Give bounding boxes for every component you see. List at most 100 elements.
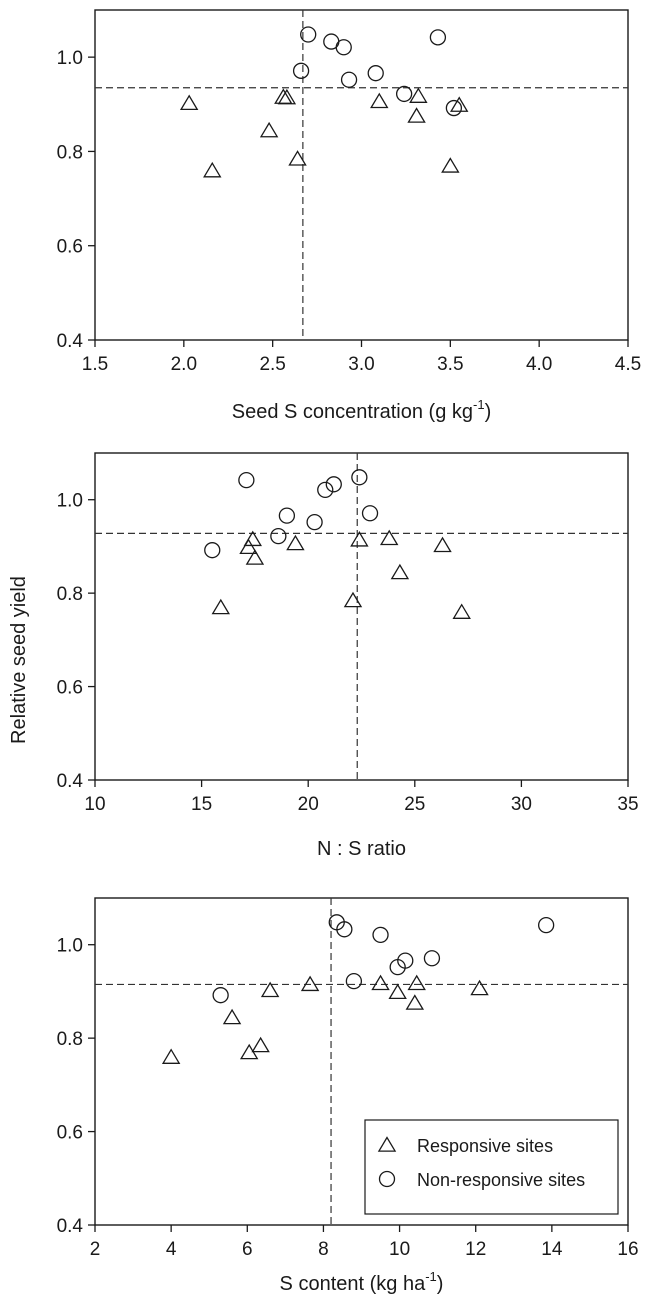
x-axis-label: N : S ratio	[317, 838, 406, 860]
x-tick-label: 10	[389, 1239, 410, 1260]
circle-point	[423, 950, 441, 967]
y-tick-label: 0.6	[57, 678, 83, 699]
x-tick-label: 3.0	[348, 354, 374, 375]
plot-frame	[94, 897, 629, 1226]
y-tick-label: 0.8	[57, 1029, 83, 1050]
circle-point	[278, 507, 296, 524]
circle-point	[395, 85, 413, 103]
triangle-point	[286, 534, 305, 551]
x-tick-label: 10	[84, 794, 105, 815]
circle-point	[340, 71, 358, 88]
triangle-point	[251, 1036, 270, 1053]
triangle-point	[379, 529, 399, 546]
x-tick-label: 2.5	[259, 354, 285, 375]
plot-frame	[94, 9, 629, 341]
x-tick-label: 12	[465, 1239, 486, 1260]
y-tick-label: 0.4	[57, 1216, 84, 1237]
x-tick-label: 4.5	[615, 354, 641, 375]
circle-point	[351, 469, 368, 486]
x-tick-label: 16	[617, 1239, 638, 1260]
triangle-point	[441, 157, 460, 173]
circle-point	[367, 65, 384, 82]
circle-point	[372, 926, 389, 944]
triangle-point	[405, 994, 425, 1010]
triangle-point	[350, 531, 369, 547]
triangle-point	[161, 1048, 181, 1064]
legend-label: Non-responsive sites	[417, 1170, 585, 1190]
triangle-point	[211, 598, 231, 615]
triangle-point	[243, 530, 262, 547]
x-axis-label: S content (kg ha-1)	[280, 1269, 444, 1295]
circle-point	[336, 921, 353, 938]
triangle-point	[433, 536, 452, 553]
x-tick-label: 14	[541, 1239, 563, 1260]
x-tick-label: 3.5	[437, 354, 463, 375]
y-tick-label: 0.4	[57, 331, 84, 352]
triangle-point	[239, 538, 258, 555]
shared-y-axis-label: Relative seed yield	[8, 576, 30, 744]
x-axis-label-suffix: )	[485, 401, 492, 423]
legend-circle-icon	[378, 1170, 396, 1188]
circle-point	[361, 505, 379, 522]
triangle-point	[370, 92, 389, 109]
y-tick-label: 0.6	[57, 237, 83, 258]
y-tick-label: 0.8	[57, 584, 83, 605]
triangle-point	[407, 974, 426, 991]
triangle-point	[470, 979, 489, 996]
x-tick-label: 2.0	[171, 354, 197, 375]
circle-point	[335, 39, 352, 56]
circle-point	[317, 481, 334, 499]
x-axis-label-superscript: -1	[425, 1269, 437, 1284]
triangle-point	[388, 983, 407, 1000]
circle-point	[429, 29, 447, 46]
circle-point	[537, 916, 555, 934]
triangle-point	[449, 96, 469, 112]
y-tick-label: 1.0	[57, 491, 83, 512]
x-axis-label-suffix: )	[437, 1273, 444, 1295]
circle-point	[292, 62, 310, 79]
circle-point	[238, 471, 255, 489]
triangle-point	[203, 161, 222, 178]
panel-s-content: 2 4 6 8 10 12 14 16 0.4 0.6 0.8 1.0 S content (kg ha…	[57, 897, 639, 1295]
triangle-point	[277, 88, 297, 105]
triangle-point	[179, 94, 199, 111]
x-tick-label: 2	[90, 1239, 101, 1260]
x-tick-label: 35	[617, 794, 638, 815]
circle-point	[397, 952, 414, 969]
circle-point	[325, 476, 342, 493]
y-tick-label: 0.8	[57, 142, 83, 163]
x-tick-label: 6	[242, 1239, 253, 1260]
y-tick-label: 0.6	[57, 1123, 83, 1144]
panel-n-s-ratio: 10 15 20 25 30 35 0.4 0.6 0.8 1.0 N : S ratio	[57, 452, 639, 860]
triangle-point	[260, 981, 280, 998]
x-tick-label: 8	[318, 1239, 329, 1260]
circle-point	[270, 528, 287, 545]
plot-frame	[94, 452, 629, 781]
triangle-point	[390, 563, 410, 580]
triangle-point	[259, 121, 279, 138]
x-axis-label-text: Seed S concentration (g kg	[232, 401, 473, 423]
y-tick-label: 1.0	[57, 48, 83, 69]
x-axis-label-superscript: -1	[473, 397, 485, 412]
y-tick-label: 1.0	[57, 936, 83, 957]
x-axis-label-text: S content (kg ha	[280, 1273, 427, 1295]
x-axis-label: Seed S concentration (g kg-1)	[232, 397, 492, 423]
triangle-point	[222, 1008, 242, 1025]
legend-triangle-icon	[377, 1136, 397, 1152]
x-tick-label: 30	[511, 794, 532, 815]
y-tick-label: 0.4	[57, 771, 84, 792]
circle-point	[306, 513, 323, 531]
legend-box	[364, 1119, 619, 1215]
panel-seed-s-concentration: 1.5 2.0 2.5 3.0 3.5 4.0 4.5 0.4 0.6 0.8 1.0 Seed S …	[57, 9, 641, 423]
triangle-point	[371, 974, 390, 991]
circle-point	[204, 542, 221, 559]
x-tick-label: 4.0	[526, 354, 552, 375]
x-tick-label: 25	[404, 794, 425, 815]
circle-point	[300, 26, 317, 43]
triangle-point	[288, 150, 307, 166]
circle-point	[445, 99, 463, 117]
triangle-point	[245, 549, 265, 565]
triangle-point	[452, 603, 471, 619]
